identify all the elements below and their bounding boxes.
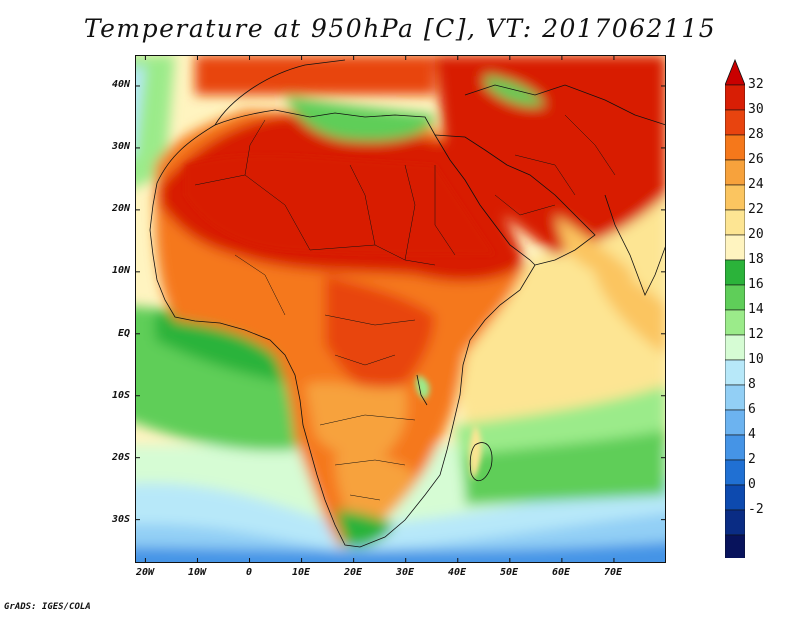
colorbar-label: 20 — [748, 227, 764, 242]
colorbar-swatch — [725, 434, 745, 461]
colorbar — [725, 58, 745, 558]
colorbar-label: 32 — [748, 77, 764, 92]
colorbar-swatch — [725, 84, 745, 111]
colorbar-swatch — [725, 359, 745, 386]
colorbar-label: 0 — [748, 477, 756, 492]
lat-label-eq: EQ — [117, 328, 130, 339]
colorbar-label: 16 — [748, 277, 764, 292]
colorbar-label: 22 — [748, 202, 764, 217]
colorbar-label: 26 — [748, 152, 764, 167]
country-borders — [194, 114, 616, 501]
colorbar-label: 18 — [748, 252, 764, 267]
coastline — [149, 59, 666, 548]
colorbar-swatch — [725, 159, 745, 186]
lon-label-50e: 50E — [499, 567, 519, 578]
colorbar-swatch — [725, 109, 745, 136]
temperature-detail — [185, 155, 495, 480]
colorbar-label: -2 — [748, 502, 764, 517]
lon-label-70e: 70E — [603, 567, 623, 578]
colorbar-label: 14 — [748, 302, 764, 317]
colorbar-swatch — [725, 209, 745, 236]
colorbar-label: 2 — [748, 452, 756, 467]
colorbar-label: 6 — [748, 402, 756, 417]
colorbar-swatch — [725, 334, 745, 361]
colorbar-label: 10 — [748, 352, 764, 367]
colorbar-swatch — [725, 184, 745, 211]
colorbar-swatch — [725, 134, 745, 161]
colorbar-swatch — [725, 534, 745, 558]
temperature-field — [135, 55, 666, 563]
lon-label-10w: 10W — [187, 567, 207, 578]
axis-ticks — [135, 55, 666, 563]
colorbar-swatch — [725, 234, 745, 261]
colorbar-label: 28 — [748, 127, 764, 142]
credit-label: GrADS: IGES/COLA — [4, 602, 91, 612]
lat-label-10n: 10N — [111, 265, 130, 276]
lat-label-40n: 40N — [111, 79, 130, 90]
colorbar-label: 24 — [748, 177, 764, 192]
lon-label-0: 0 — [245, 567, 253, 578]
lon-label-40e: 40E — [447, 567, 467, 578]
lat-label-30n: 30N — [111, 141, 130, 152]
lon-label-60e: 60E — [551, 567, 571, 578]
colorbar-label: 30 — [748, 102, 764, 117]
lon-label-20e: 20E — [343, 567, 363, 578]
lat-label-30s: 30S — [111, 514, 130, 525]
colorbar-label: 8 — [748, 377, 756, 392]
lat-label-20n: 20N — [111, 203, 130, 214]
lat-label-20s: 20S — [111, 452, 130, 463]
lon-label-10e: 10E — [291, 567, 311, 578]
map-title: Temperature at 950hPa [C], VT: 201706211… — [83, 14, 717, 43]
lat-label-10s: 10S — [111, 390, 130, 401]
colorbar-swatch — [725, 384, 745, 411]
temperature-map — [135, 55, 666, 563]
colorbar-swatch — [725, 259, 745, 286]
colorbar-swatch — [725, 409, 745, 436]
lon-label-30e: 30E — [395, 567, 415, 578]
colorbar-label: 12 — [748, 327, 764, 342]
colorbar-swatch — [725, 484, 745, 511]
colorbar-swatch — [725, 284, 745, 311]
colorbar-swatch — [725, 459, 745, 486]
colorbar-label: 4 — [748, 427, 756, 442]
lon-label-20w: 20W — [135, 567, 155, 578]
colorbar-swatch — [725, 509, 745, 536]
colorbar-over-arrow — [725, 58, 745, 86]
map-frame — [135, 55, 666, 563]
colorbar-swatch — [725, 309, 745, 336]
